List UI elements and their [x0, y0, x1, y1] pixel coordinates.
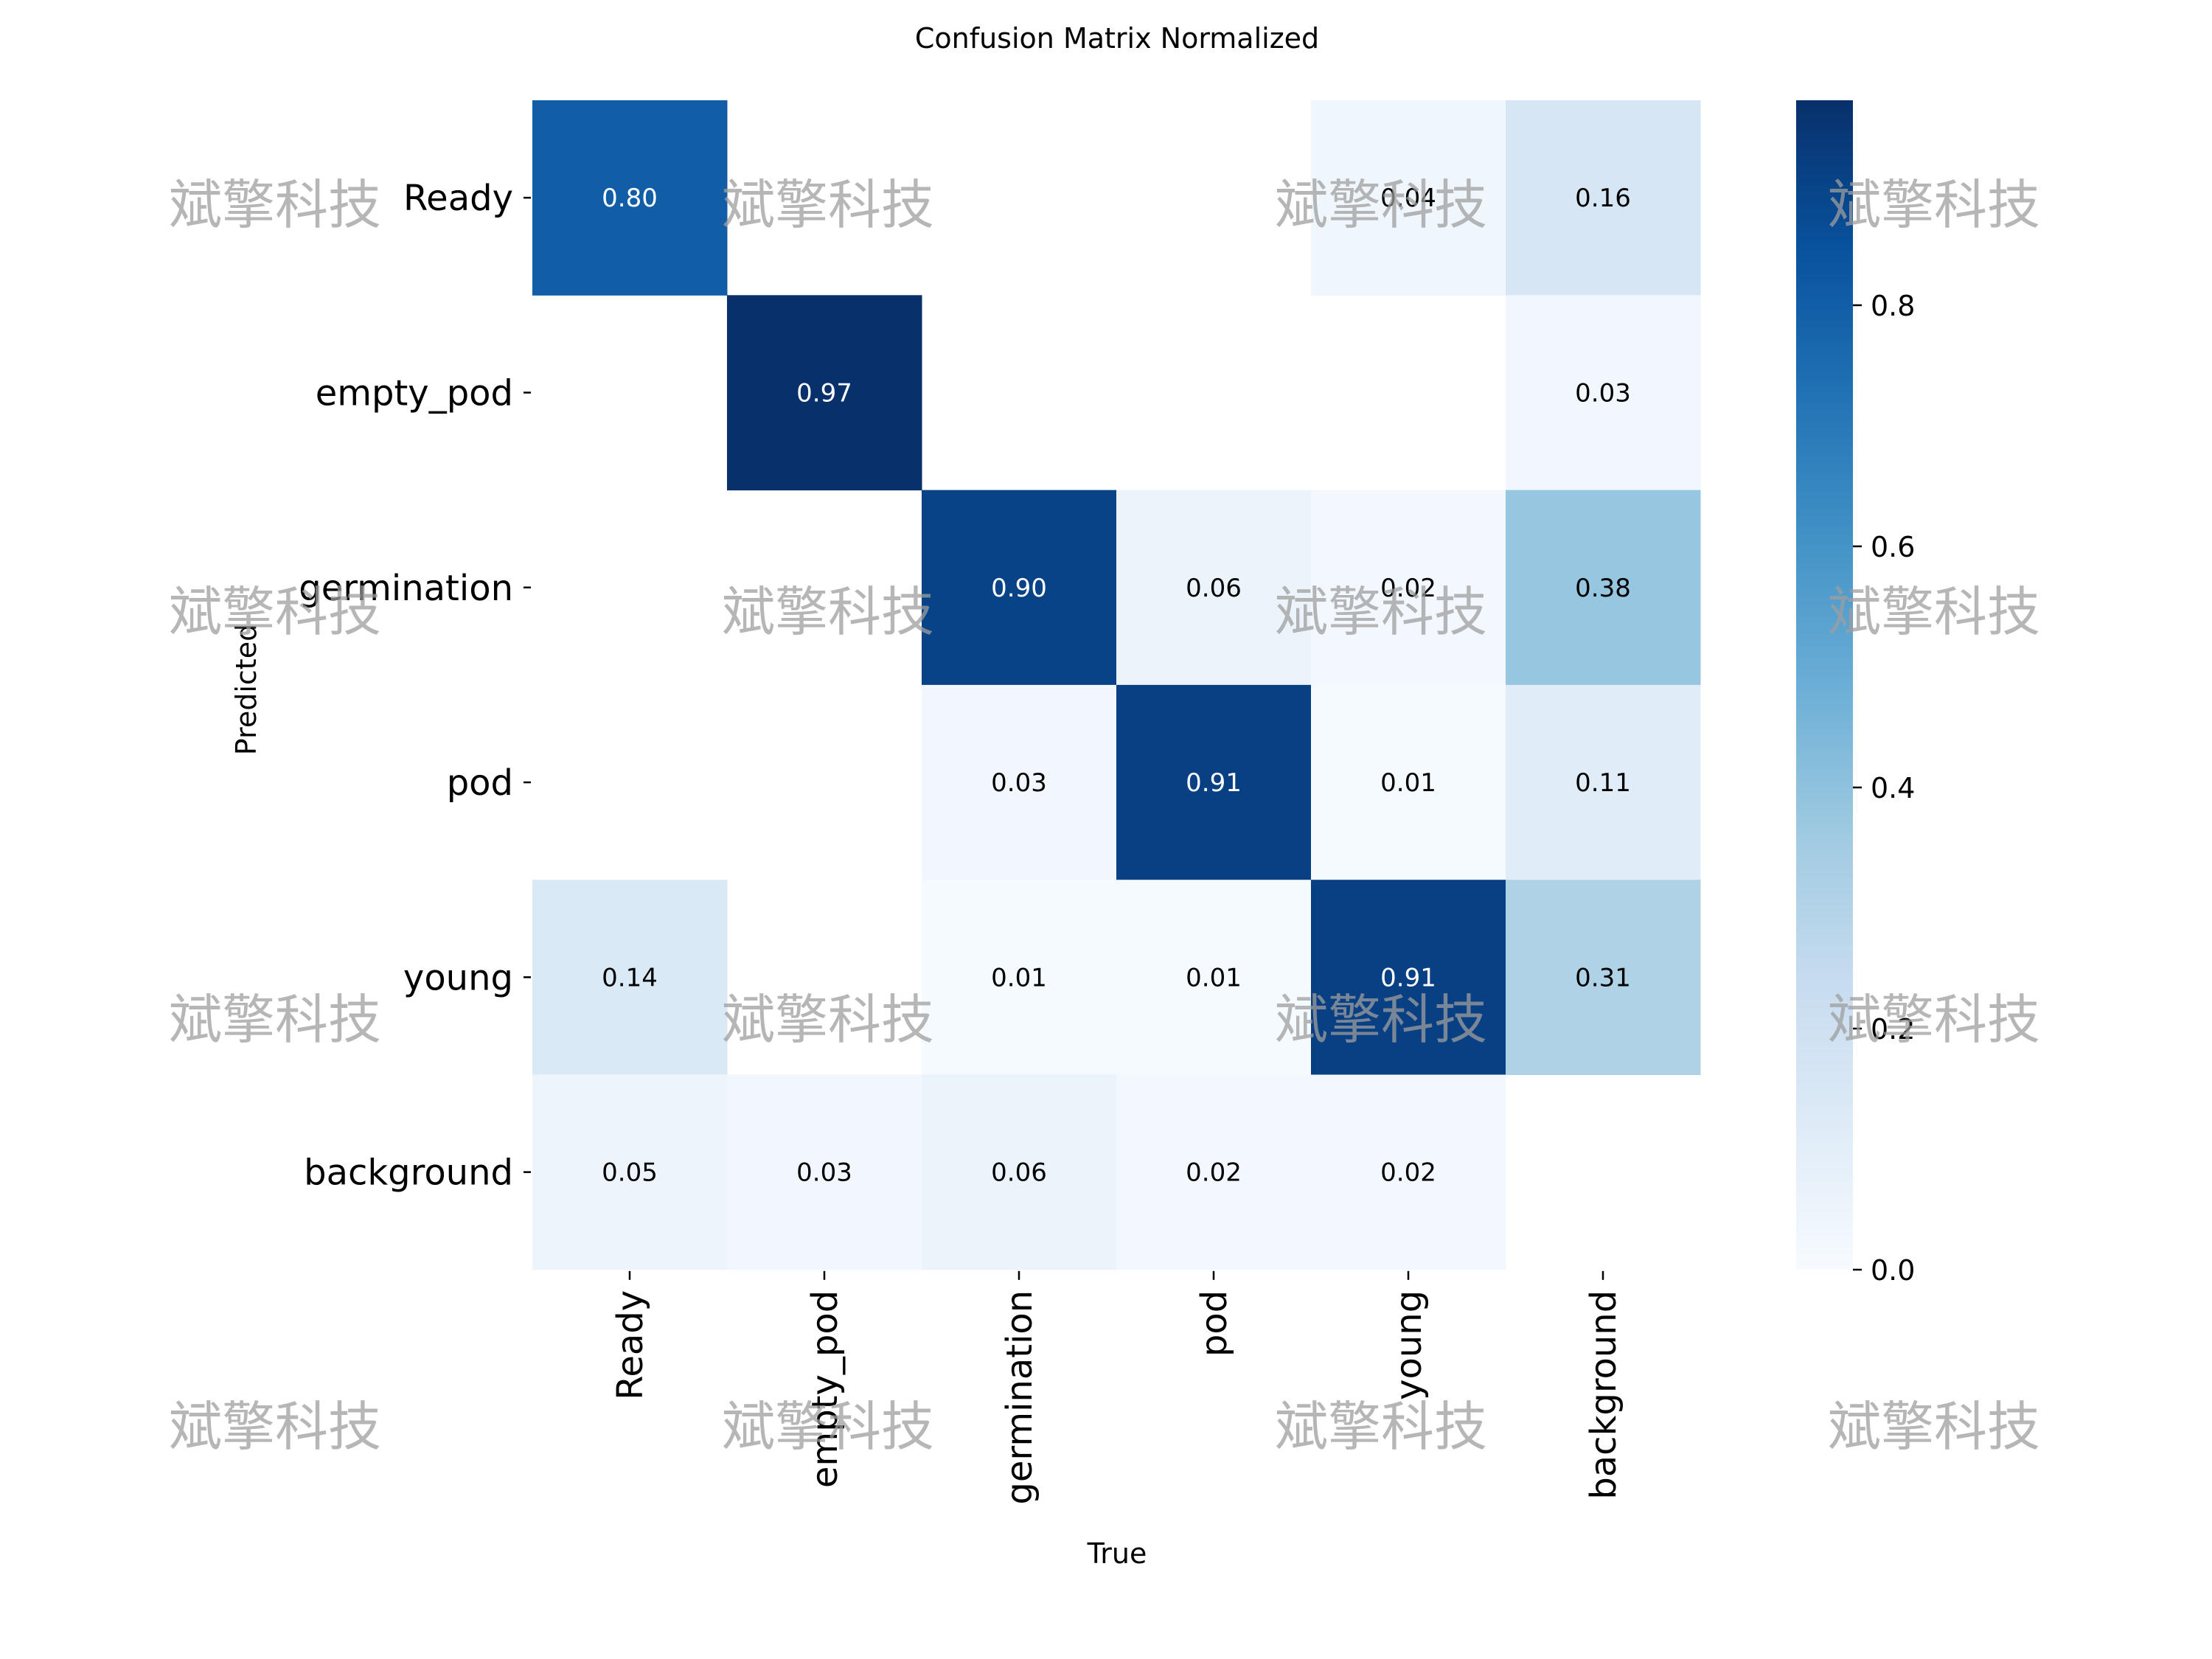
watermark-text: 斌擎科技 — [1275, 581, 1487, 643]
x-tick-label: young — [1388, 1290, 1430, 1400]
heatmap-cell-labels: 0.80 0.04 0.16 0.97 0.03 0.90 0.06 0.02 0.38 0.03… — [602, 184, 1631, 1188]
watermark-text: 斌擎科技 — [1828, 1396, 2040, 1458]
y-tick-label: pod — [447, 762, 513, 804]
x-tick-label: germination — [999, 1290, 1040, 1505]
watermark-text: 斌擎科技 — [722, 581, 934, 643]
cell-value-label: 0.06 — [991, 1158, 1047, 1188]
cell-value-label: 0.16 — [1575, 184, 1631, 213]
colorbar-tick-label: 0.2 — [1871, 1013, 1915, 1046]
heatmap-cell — [1311, 490, 1506, 686]
cell-value-label: 0.02 — [1380, 574, 1436, 603]
colorbar — [1796, 100, 1853, 1270]
heatmap-cell — [1311, 684, 1506, 880]
watermark-text: 斌擎科技 — [169, 1396, 381, 1458]
heatmap-cells — [532, 100, 1701, 1270]
heatmap-cell — [727, 295, 922, 491]
heatmap-cell — [922, 1074, 1117, 1270]
heatmap-cell — [922, 684, 1117, 880]
heatmap-cell — [532, 880, 728, 1075]
heatmap-cell — [1506, 880, 1701, 1075]
cell-value-label: 0.04 — [1380, 184, 1436, 213]
x-tick-label: empty_pod — [804, 1290, 846, 1488]
x-tick-label: background — [1583, 1290, 1624, 1500]
cell-value-label: 0.03 — [1575, 378, 1631, 408]
heatmap-cell — [1506, 295, 1701, 491]
heatmap-cell — [1506, 100, 1701, 296]
watermark-text: 斌擎科技 — [169, 174, 381, 236]
chart-title: Confusion Matrix Normalized — [915, 22, 1319, 55]
watermark-text: 斌擎科技 — [722, 989, 934, 1051]
watermark-text: 斌擎科技 — [1275, 174, 1487, 236]
cell-value-label: 0.14 — [602, 963, 658, 992]
heatmap-cell — [1506, 684, 1701, 880]
heatmap-cell — [1116, 880, 1312, 1075]
cell-value-label: 0.01 — [1186, 963, 1242, 992]
cell-value-label: 0.02 — [1380, 1158, 1436, 1188]
colorbar-ticks: 0.0 0.2 0.4 0.6 0.8 — [1853, 290, 1915, 1287]
watermark-text: 斌擎科技 — [169, 581, 381, 643]
watermark-text: 斌擎科技 — [169, 989, 381, 1051]
x-axis-ticks: Ready empty_pod germination pod young backgro… — [610, 1270, 1624, 1505]
watermark-text: 斌擎科技 — [1275, 989, 1487, 1051]
cell-value-label: 0.03 — [796, 1158, 852, 1188]
watermark-text: 斌擎科技 — [1828, 581, 2040, 643]
cell-value-label: 0.38 — [1575, 574, 1631, 603]
colorbar-tick-label: 0.6 — [1871, 531, 1915, 563]
heatmap-cell — [532, 100, 728, 296]
watermark-text: 斌擎科技 — [1828, 989, 2040, 1051]
y-tick-label: empty_pod — [316, 372, 513, 414]
heatmap-cell — [532, 1074, 728, 1270]
cell-value-label: 0.91 — [1380, 963, 1436, 992]
heatmap-cell — [1311, 880, 1506, 1075]
heatmap-cell — [1116, 684, 1312, 880]
cell-value-label: 0.97 — [796, 378, 852, 408]
watermark-text: 斌擎科技 — [722, 174, 934, 236]
heatmap-cell — [1311, 1074, 1506, 1270]
cell-value-label: 0.06 — [1186, 574, 1242, 603]
y-tick-label: background — [304, 1152, 513, 1194]
cell-value-label: 0.11 — [1575, 768, 1631, 798]
y-tick-label: Ready — [403, 178, 513, 219]
heatmap-cell — [1116, 490, 1312, 686]
colorbar-tick-label: 0.8 — [1871, 290, 1915, 322]
watermark-text: 斌擎科技 — [1828, 174, 2040, 236]
heatmap-cell — [727, 1074, 922, 1270]
heatmap-cell — [922, 490, 1117, 686]
y-axis-label: Predicted — [230, 624, 262, 755]
y-tick-label: germination — [299, 568, 513, 609]
cell-value-label: 0.90 — [991, 574, 1047, 603]
cell-value-label: 0.31 — [1575, 963, 1631, 992]
cell-value-label: 0.01 — [991, 963, 1047, 992]
cell-value-label: 0.91 — [1186, 768, 1242, 798]
cell-value-label: 0.80 — [602, 184, 658, 213]
colorbar-tick-label: 0.0 — [1871, 1254, 1915, 1287]
heatmap-cell — [1311, 100, 1506, 296]
x-tick-label: pod — [1194, 1290, 1235, 1357]
heatmap-cell — [1506, 490, 1701, 686]
cell-value-label: 0.05 — [602, 1158, 658, 1188]
cell-value-label: 0.01 — [1380, 768, 1436, 798]
watermark-text: 斌擎科技 — [1275, 1396, 1487, 1458]
y-axis-ticks: Ready empty_pod germination pod young backgro… — [299, 178, 531, 1194]
cell-value-label: 0.03 — [991, 768, 1047, 798]
heatmap-cell — [922, 880, 1117, 1075]
watermark-text: 斌擎科技 — [722, 1396, 934, 1458]
y-tick-label: young — [403, 957, 513, 998]
x-axis-label: True — [1087, 1537, 1147, 1570]
heatmap-cell — [1116, 1074, 1312, 1270]
x-tick-label: Ready — [610, 1290, 651, 1400]
colorbar-tick-label: 0.4 — [1871, 772, 1915, 804]
cell-value-label: 0.02 — [1186, 1158, 1242, 1188]
